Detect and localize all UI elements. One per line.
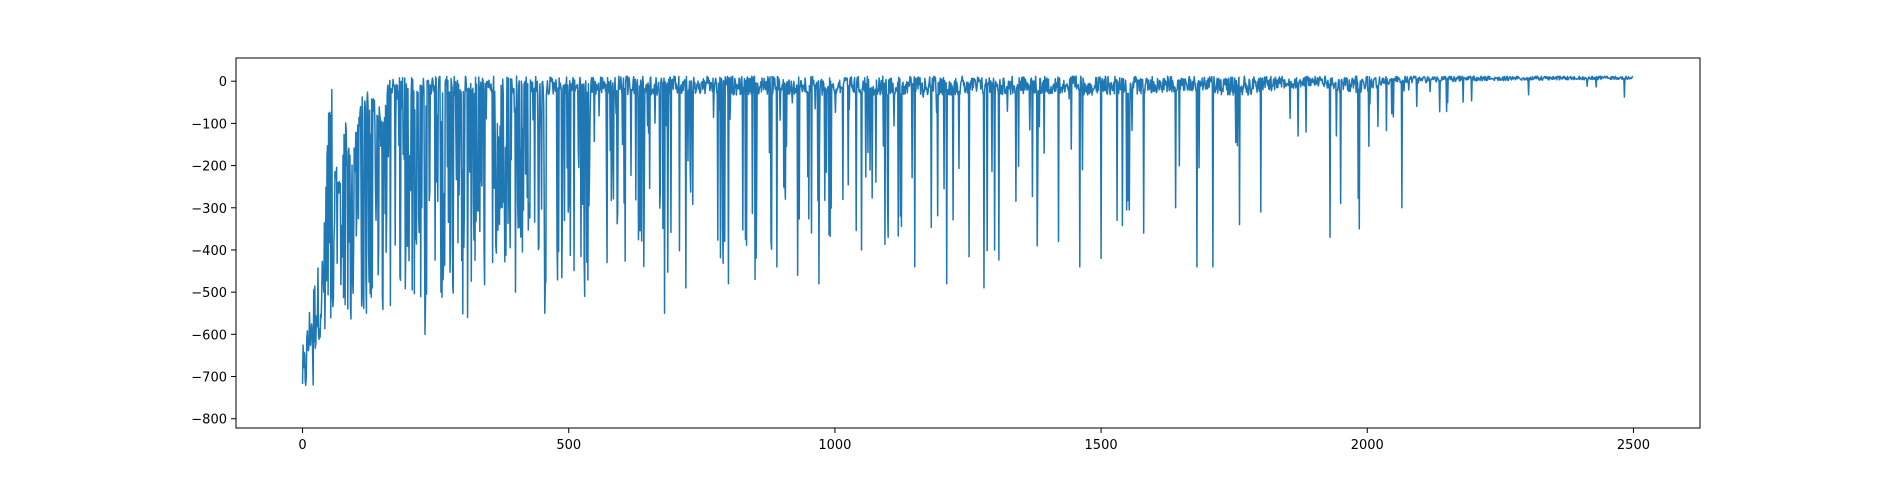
y-tick-label: −100 [191, 117, 227, 132]
y-tick-label: 0 [219, 75, 227, 90]
y-tick-label: −300 [191, 202, 227, 217]
y-tick-label: −200 [191, 160, 227, 175]
y-axis: 0 −100 −200 −300 −400 −500 −600 −700 −800 [191, 75, 236, 428]
x-tick-label: 0 [298, 438, 306, 453]
x-tick-label: 500 [556, 438, 581, 453]
plot-area-frame [235, 57, 1701, 429]
y-tick-label: −400 [191, 244, 227, 259]
x-tick-label: 1500 [1085, 438, 1118, 453]
series-layer [301, 75, 1634, 387]
y-tick-label: −500 [191, 286, 227, 301]
y-tick-label: −700 [191, 371, 227, 386]
y-tick-label: −800 [191, 413, 227, 428]
x-axis: 0 500 1000 1500 2000 2500 [298, 428, 1650, 453]
x-tick-label: 1000 [818, 438, 851, 453]
x-tick-label: 2500 [1617, 438, 1650, 453]
x-tick-label: 2000 [1351, 438, 1384, 453]
y-tick-label: −600 [191, 328, 227, 343]
series-line [301, 75, 1634, 387]
